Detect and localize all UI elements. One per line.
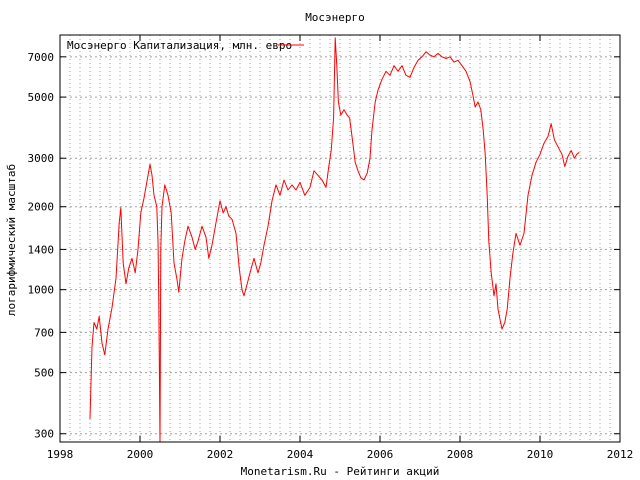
legend: Мосэнерго Капитализация, млн. евро — [67, 39, 304, 52]
x-tick-label: 2006 — [367, 448, 394, 461]
y-tick-label: 1400 — [28, 243, 55, 256]
y-tick-label: 1000 — [28, 284, 55, 297]
x-tick-label: 1998 — [47, 448, 74, 461]
plot-frame — [59, 34, 621, 443]
chart-title: Мосэнерго — [305, 11, 365, 24]
x-tick-label: 2010 — [527, 448, 554, 461]
x-tick-label: 2008 — [447, 448, 474, 461]
y-tick-label: 300 — [34, 428, 54, 441]
x-tick-label: 2002 — [207, 448, 234, 461]
x-axis-label: Monetarism.Ru - Рейтинги акций — [241, 465, 440, 478]
y-tick-label: 3000 — [28, 152, 55, 165]
series-layer — [89, 37, 580, 443]
y-tick-label: 5000 — [28, 91, 55, 104]
legend-label: Мосэнерго Капитализация, млн. евро — [67, 39, 292, 52]
y-tick-label: 7000 — [28, 51, 55, 64]
x-tick-label: 2000 — [127, 448, 154, 461]
y-tick-label: 500 — [34, 367, 54, 380]
x-tick-label: 2004 — [287, 448, 314, 461]
x-tick-label: 2012 — [607, 448, 634, 461]
grid — [60, 35, 620, 442]
y-tick-label: 2000 — [28, 201, 55, 214]
y-tick-label: 700 — [34, 326, 54, 339]
series-line-0 — [89, 37, 580, 443]
y-axis-label: логарифмический масштаб — [5, 164, 18, 316]
axis-ticks: 1998 2000 2002 2004 2006 2008 2010 2012 300 500 70… — [28, 35, 634, 461]
